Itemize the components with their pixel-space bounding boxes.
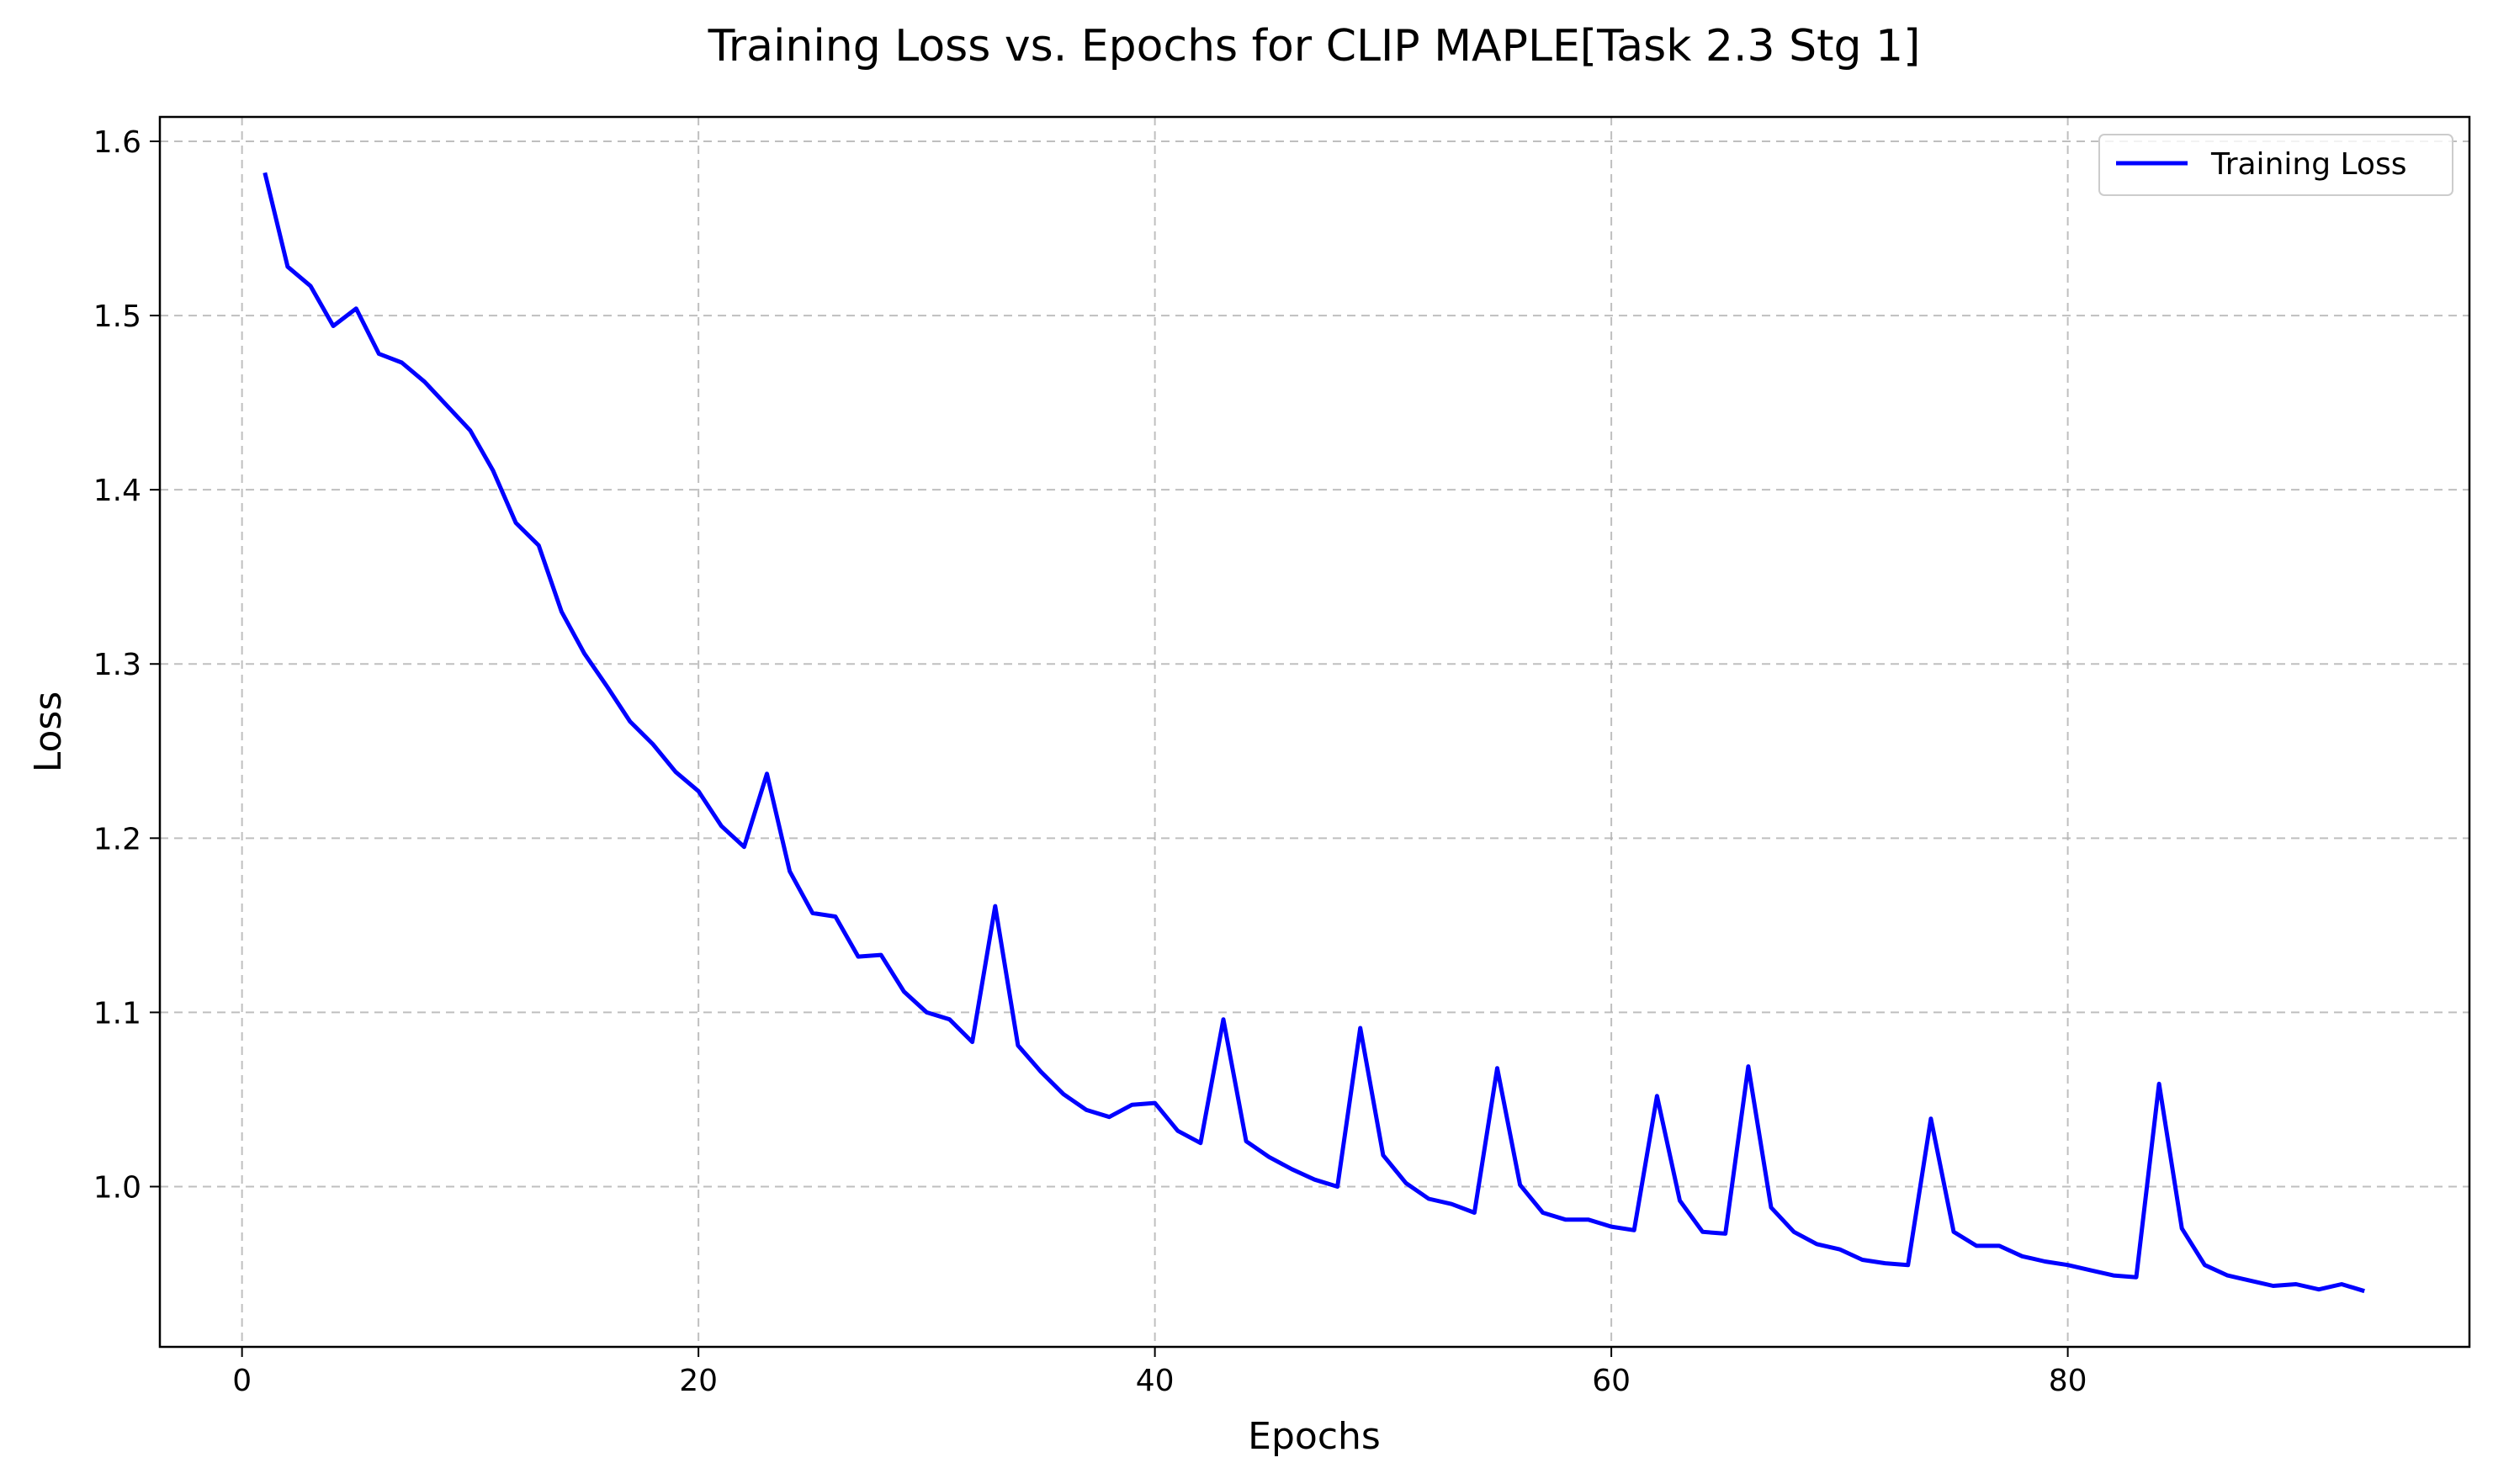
- x-axis-ticks: 0 20 40 60 80: [232, 1347, 2087, 1398]
- x-tick-label: 80: [2049, 1364, 2087, 1398]
- legend: Training Loss: [2098, 134, 2453, 196]
- y-axis-label: Loss: [27, 692, 70, 773]
- chart-title: Training Loss vs. Epochs for CLIP MAPLE[…: [708, 21, 1921, 72]
- legend-box: [2098, 134, 2453, 196]
- y-tick-label: 1.3: [93, 648, 141, 682]
- x-tick-label: 0: [232, 1364, 252, 1398]
- x-tick-label: 60: [1592, 1364, 1631, 1398]
- x-gridlines: [241, 117, 2069, 1347]
- x-tick-label: 20: [679, 1364, 718, 1398]
- training-loss-line: [263, 172, 2365, 1294]
- y-tick-label: 1.1: [93, 996, 141, 1031]
- x-axis-label: Epochs: [1248, 1415, 1381, 1458]
- y-tick-label: 1.4: [93, 474, 141, 508]
- x-tick-label: 40: [1136, 1364, 1175, 1398]
- y-tick-label: 1.0: [93, 1170, 141, 1205]
- y-gridlines: [160, 140, 2469, 1188]
- y-tick-label: 1.6: [93, 125, 141, 160]
- legend-label: Training Loss: [2210, 147, 2406, 182]
- y-tick-label: 1.2: [93, 822, 141, 856]
- y-axis-ticks: 1.0 1.1 1.2 1.3 1.4 1.5 1.6: [93, 125, 160, 1205]
- plot-frame: [158, 115, 2471, 1349]
- y-tick-label: 1.5: [93, 299, 141, 334]
